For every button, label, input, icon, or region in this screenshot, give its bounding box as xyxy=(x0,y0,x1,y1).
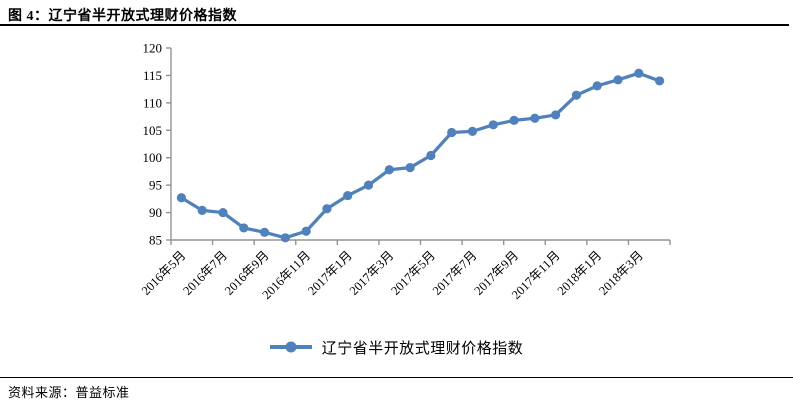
y-axis-label: 105 xyxy=(143,123,163,138)
data-point-marker xyxy=(655,76,665,86)
x-axis-label: 2017年5月 xyxy=(388,248,438,298)
legend-line-marker-icon xyxy=(269,341,312,353)
data-point-marker xyxy=(280,233,290,243)
x-axis-label: 2017年3月 xyxy=(347,248,397,298)
y-axis-label: 120 xyxy=(143,41,163,56)
data-point-marker xyxy=(551,110,561,120)
data-point-marker xyxy=(363,180,374,190)
data-point-marker xyxy=(176,193,186,203)
data-point-marker xyxy=(197,205,207,215)
x-axis-label: 2017年1月 xyxy=(305,248,355,298)
data-point-marker xyxy=(634,68,644,78)
title-divider xyxy=(0,24,789,26)
price-index-line-chart: 8590951001051101151202016年5月2016年7月2016年… xyxy=(139,41,671,302)
x-axis-label: 2018年3月 xyxy=(596,248,646,298)
y-axis-label: 100 xyxy=(143,150,163,165)
data-point-marker xyxy=(509,115,519,126)
data-point-marker xyxy=(218,207,228,218)
data-point-marker xyxy=(467,126,478,136)
data-point-marker xyxy=(426,150,436,161)
data-point-marker xyxy=(592,81,602,91)
data-point-marker xyxy=(301,226,311,236)
data-point-marker xyxy=(530,113,540,123)
legend-dot-icon xyxy=(285,341,297,353)
y-axis-label: 85 xyxy=(149,233,162,248)
x-axis-label: 2016年7月 xyxy=(180,248,230,298)
data-point-marker xyxy=(343,190,353,201)
y-axis-label: 90 xyxy=(149,205,162,220)
x-axis-label: 2016年5月 xyxy=(139,248,189,298)
footer-divider xyxy=(0,377,793,378)
y-axis-label: 115 xyxy=(143,68,162,83)
x-axis-label: 2017年7月 xyxy=(430,248,480,298)
source-note: 资料来源：普益标准 xyxy=(8,385,130,400)
figure-title: 图 4：辽宁省半开放式理财价格指数 xyxy=(8,9,237,24)
data-point-marker xyxy=(259,227,270,237)
data-point-marker xyxy=(571,90,582,100)
y-axis-label: 110 xyxy=(143,95,162,110)
chart-legend: 辽宁省半开放式理财价格指数 xyxy=(0,335,793,359)
data-point-marker xyxy=(384,165,394,175)
data-point-marker xyxy=(322,204,332,214)
legend-label: 辽宁省半开放式理财价格指数 xyxy=(321,340,524,357)
data-point-marker xyxy=(488,120,498,130)
data-point-marker xyxy=(447,127,457,138)
x-axis-label: 2018年1月 xyxy=(555,248,605,298)
y-axis-label: 95 xyxy=(149,178,162,193)
data-point-marker xyxy=(405,162,415,173)
data-point-marker xyxy=(239,223,249,233)
data-point-marker xyxy=(613,75,623,85)
series-line xyxy=(179,71,662,240)
